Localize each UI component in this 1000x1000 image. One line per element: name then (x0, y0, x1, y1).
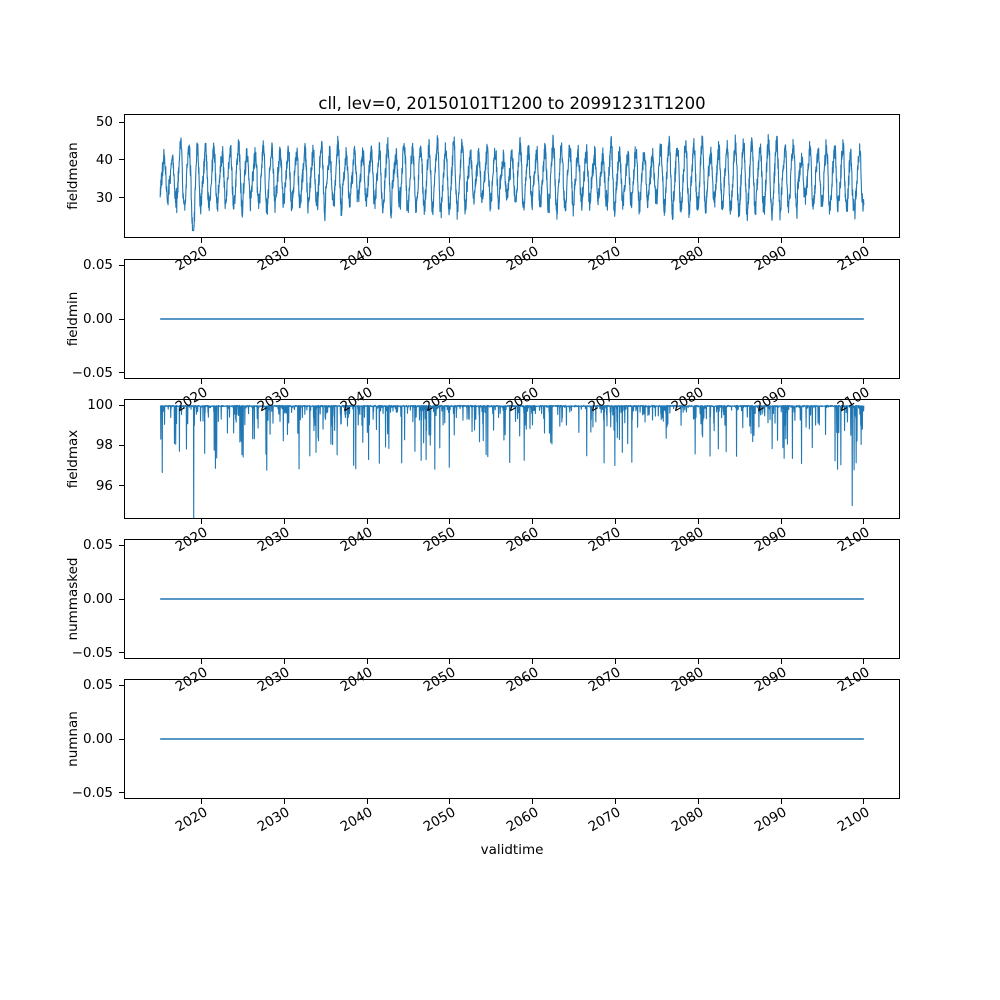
x-tick-mark (449, 519, 451, 524)
x-tick-mark (449, 659, 451, 664)
y-tick-label: −0.05 (71, 364, 113, 381)
y-tick-mark (119, 318, 124, 320)
x-tick-mark (201, 519, 203, 524)
y-tick-label: −0.05 (71, 784, 113, 801)
y-tick-mark (119, 404, 124, 406)
x-tick-mark (366, 379, 368, 384)
y-tick-mark (119, 544, 124, 546)
x-tick-mark (283, 659, 285, 664)
y-tick-label: 0.00 (82, 311, 113, 327)
x-tick-mark (780, 659, 782, 664)
y-tick-mark (119, 792, 124, 794)
x-tick-mark (863, 519, 865, 524)
x-tick-mark (614, 238, 616, 243)
axes-fieldmin (124, 259, 900, 379)
series-line (159, 404, 865, 518)
x-tick-mark (532, 659, 534, 664)
series-fieldmean-svg (159, 134, 865, 232)
x-tick-mark (780, 379, 782, 384)
x-tick-mark (366, 238, 368, 243)
axes-nummasked (124, 539, 900, 659)
y-tick-label: 30 (95, 189, 113, 206)
y-tick-mark (119, 197, 124, 199)
y-tick-label: 0.00 (82, 591, 113, 607)
x-tick-label: 2030 (255, 804, 293, 836)
axes-fieldmax (124, 399, 900, 519)
x-tick-mark (366, 799, 368, 804)
x-tick-mark (780, 238, 782, 243)
y-tick-mark (119, 652, 124, 654)
x-tick-mark (201, 799, 203, 804)
y-tick-label: 40 (95, 151, 113, 168)
x-tick-label: 2100 (834, 804, 873, 836)
series-fieldmin-svg (160, 318, 864, 320)
x-tick-mark (201, 379, 203, 384)
x-tick-mark (283, 519, 285, 524)
y-tick-label: 0.05 (82, 677, 113, 694)
x-tick-mark (863, 799, 865, 804)
x-tick-mark (780, 519, 782, 524)
x-tick-mark (697, 379, 699, 384)
x-tick-mark (532, 519, 534, 524)
y-tick-mark (119, 264, 124, 266)
y-tick-mark (119, 485, 124, 487)
x-tick-mark (201, 238, 203, 243)
y-tick-mark (119, 738, 124, 740)
series-numnan-svg (160, 738, 864, 740)
x-tick-mark (283, 799, 285, 804)
y-tick-label: 0.05 (82, 257, 113, 274)
x-tick-label: 2050 (420, 804, 459, 836)
x-tick-label: 2070 (586, 804, 624, 836)
x-tick-mark (780, 799, 782, 804)
x-tick-mark (614, 799, 616, 804)
y-tick-label: 96 (95, 477, 113, 494)
y-tick-label: 0.05 (82, 537, 113, 554)
x-tick-mark (532, 238, 534, 243)
axes-fieldmean (124, 114, 900, 238)
x-tick-mark (283, 379, 285, 384)
series-line (159, 134, 865, 232)
x-tick-mark (614, 519, 616, 524)
y-tick-label: 98 (95, 437, 113, 454)
y-tick-mark (119, 684, 124, 686)
y-tick-label: −0.05 (71, 644, 113, 661)
x-tick-label: 2090 (751, 804, 790, 836)
x-tick-mark (366, 659, 368, 664)
x-tick-mark (697, 238, 699, 243)
y-tick-label: 50 (95, 114, 113, 131)
x-tick-mark (283, 238, 285, 243)
x-tick-mark (201, 659, 203, 664)
x-tick-label: 2040 (337, 804, 376, 836)
x-tick-label: 2020 (172, 804, 211, 836)
x-tick-mark (697, 799, 699, 804)
x-tick-mark (614, 659, 616, 664)
x-axis-label: validtime (480, 842, 544, 858)
y-tick-label: 0.00 (82, 731, 113, 747)
x-tick-mark (697, 519, 699, 524)
x-tick-mark (863, 379, 865, 384)
x-tick-label: 2080 (668, 804, 707, 836)
x-tick-mark (449, 799, 451, 804)
series-nummasked-svg (160, 598, 864, 600)
x-tick-mark (863, 238, 865, 243)
series-fieldmax-svg (159, 404, 865, 518)
axes-numnan (124, 679, 900, 799)
x-tick-mark (449, 379, 451, 384)
x-tick-mark (532, 799, 534, 804)
x-tick-mark (697, 659, 699, 664)
y-tick-mark (119, 444, 124, 446)
x-tick-mark (366, 519, 368, 524)
y-tick-mark (119, 159, 124, 161)
y-tick-mark (119, 121, 124, 123)
y-tick-mark (119, 598, 124, 600)
x-tick-mark (532, 379, 534, 384)
x-tick-label: 2060 (503, 804, 542, 836)
y-tick-label: 100 (87, 397, 113, 414)
x-tick-mark (614, 379, 616, 384)
y-tick-mark (119, 372, 124, 374)
x-tick-mark (863, 659, 865, 664)
chart-title: cll, lev=0, 20150101T1200 to 20991231T12… (318, 94, 706, 113)
x-tick-mark (449, 238, 451, 243)
